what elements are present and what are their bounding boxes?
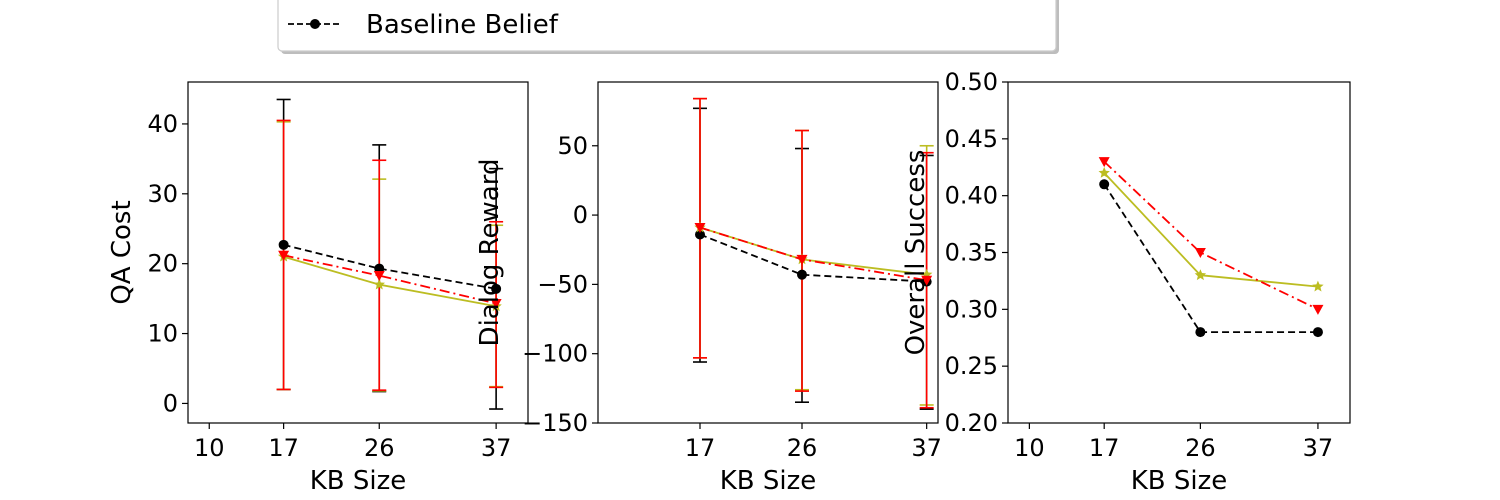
panel-qa-cost: 10 17 26 37 0 10 20 30 40 KB Size QA Cost	[107, 81, 529, 496]
y-tick-label: 30	[147, 180, 178, 208]
x-axis-label: KB Size	[720, 466, 817, 496]
y-axis-label: QA Cost	[107, 200, 137, 304]
x-tick-label: 37	[1303, 434, 1334, 462]
data-point	[1312, 304, 1324, 315]
data-point	[695, 229, 705, 240]
data-point	[1194, 248, 1206, 258]
data-point	[1099, 179, 1110, 190]
series-line	[283, 243, 497, 290]
x-tick-label: 37	[481, 434, 512, 462]
y-tick-label: 40	[147, 110, 178, 138]
series-line	[283, 255, 497, 308]
y-tick-label: 0.45	[945, 125, 998, 153]
legend-entry-label: Baseline Belief	[366, 10, 559, 40]
x-axis-label: KB Size	[1131, 466, 1228, 496]
x-tick-label: 37	[911, 434, 942, 462]
data-point	[1312, 327, 1323, 338]
series-line	[699, 226, 927, 276]
data-point	[491, 283, 502, 294]
series-line	[283, 254, 497, 305]
data-point	[921, 275, 933, 286]
series-line	[1103, 172, 1318, 288]
series-line	[699, 233, 927, 283]
legend-box	[277, 0, 1057, 52]
legend: Baseline Belief	[277, 0, 1059, 54]
series-line	[699, 226, 927, 282]
x-tick-label: 17	[268, 434, 299, 462]
series-line	[1103, 160, 1319, 311]
y-tick-label: 0	[573, 201, 588, 229]
plot-frame	[597, 81, 939, 424]
y-tick-label: 0.50	[945, 68, 998, 96]
x-axis-label: KB Size	[310, 466, 407, 496]
x-tick-label: 26	[364, 434, 395, 462]
x-tick-label: 10	[1014, 434, 1045, 462]
plot-frame	[187, 81, 529, 424]
data-point	[1098, 157, 1110, 168]
x-tick-label: 26	[787, 434, 818, 462]
data-point	[373, 278, 385, 290]
data-point	[373, 271, 385, 282]
x-tick-label: 10	[194, 434, 225, 462]
x-tick-label: 17	[685, 434, 716, 462]
y-tick-label: −100	[522, 340, 588, 368]
y-tick-label: 20	[147, 250, 178, 278]
data-point	[278, 250, 290, 261]
legend-swatch-marker	[310, 19, 320, 29]
x-tick-label: 17	[1089, 434, 1120, 462]
x-tick-label: 26	[1185, 434, 1216, 462]
y-tick-label: 0.25	[945, 352, 998, 380]
data-point	[1195, 327, 1206, 338]
data-point	[1194, 269, 1207, 281]
data-point	[278, 239, 289, 250]
data-point	[797, 269, 807, 280]
data-point	[1098, 166, 1110, 178]
data-point	[694, 223, 706, 234]
data-point	[1312, 280, 1324, 292]
y-tick-label: 0	[163, 389, 178, 417]
y-axis-label: Dialog Reward	[475, 159, 505, 347]
y-tick-label: 50	[557, 132, 588, 160]
y-tick-label: 0.40	[945, 182, 998, 210]
data-point	[490, 299, 502, 310]
data-point	[796, 254, 808, 265]
y-tick-label: 0.30	[945, 295, 998, 323]
y-axis-label: Overall Success	[901, 150, 931, 356]
y-tick-label: −150	[522, 409, 588, 437]
y-tick-label: 0.20	[945, 409, 998, 437]
y-tick-label: 10	[147, 320, 178, 348]
y-tick-label: −50	[537, 270, 588, 298]
y-tick-label: 0.35	[945, 239, 998, 267]
panel-dialog-reward: 17 26 37 −150 −100 −50 0 50 KB Size Dialog Reward	[475, 81, 942, 496]
